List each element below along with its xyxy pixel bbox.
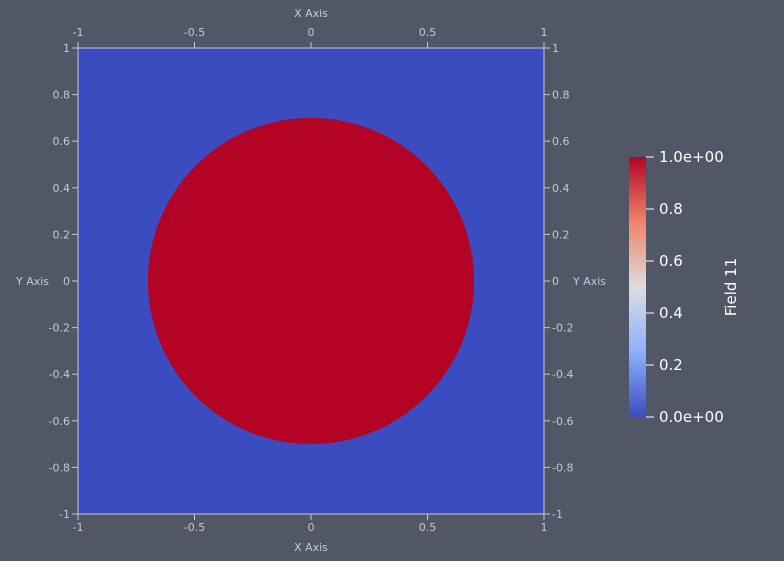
scalar-bar-tick-label: 1.0e+00: [659, 148, 724, 166]
y-tick-label-left: 0.6: [53, 135, 71, 148]
scalar-bar-tick-label: 0.8: [659, 200, 683, 218]
y-tick-label-right: -0.2: [552, 322, 573, 335]
y-tick-label-left: -0.8: [49, 461, 70, 474]
x-axis-title-bottom: X Axis: [294, 541, 328, 554]
x-tick-label-bottom: 0.5: [419, 521, 437, 534]
x-tick-label-top: 0.5: [419, 26, 437, 39]
y-tick-label-left: 0.4: [53, 182, 71, 195]
y-tick-label-left: -1: [59, 508, 70, 521]
y-axis-title-left: Y Axis: [15, 275, 49, 288]
y-tick-label-left: 0: [63, 275, 70, 288]
y-tick-label-left: -0.6: [49, 415, 70, 428]
x-axis-title-top: X Axis: [294, 7, 328, 20]
x-tick-label-bottom: -1: [73, 521, 84, 534]
x-tick-label-top: -1: [73, 26, 84, 39]
x-tick-label-bottom: 1: [541, 521, 548, 534]
y-tick-label-right: -0.6: [552, 415, 573, 428]
y-tick-label-right: 0.4: [552, 182, 570, 195]
x-tick-label-top: 1: [541, 26, 548, 39]
y-tick-label-right: 0.6: [552, 135, 570, 148]
y-tick-label-right: 0: [552, 275, 559, 288]
y-tick-label-right: -0.4: [552, 368, 573, 381]
y-tick-label-right: 1: [552, 42, 559, 55]
y-tick-label-left: 1: [63, 42, 70, 55]
scalar-bar-title: Field 11: [722, 258, 740, 316]
y-tick-label-right: 0.2: [552, 228, 570, 241]
x-tick-label-bottom: 0: [308, 521, 315, 534]
x-tick-label-top: 0: [308, 26, 315, 39]
y-axis-title-right: Y Axis: [572, 275, 606, 288]
cube-axes: X Axis X Axis Y Axis Y Axis -1-1-0.5-0.5…: [15, 7, 606, 554]
scalar-bar-gradient: [629, 157, 646, 417]
y-tick-label-left: 0.8: [53, 89, 71, 102]
y-tick-label-left: -0.4: [49, 368, 70, 381]
field-disk: [147, 117, 475, 445]
x-tick-label-top: -0.5: [184, 26, 205, 39]
y-tick-label-left: 0.2: [53, 228, 71, 241]
scalar-bar-tick-label: 0.4: [659, 304, 683, 322]
x-tick-label-bottom: -0.5: [184, 521, 205, 534]
y-tick-label-right: 0.8: [552, 89, 570, 102]
y-tick-label-left: -0.2: [49, 322, 70, 335]
scalar-bar[interactable]: Field 11 1.0e+00 0.8 0.6 0.4 0.2 0.0e+00: [629, 148, 740, 426]
y-tick-label-right: -0.8: [552, 461, 573, 474]
y-tick-label-right: -1: [552, 508, 563, 521]
scalar-bar-tick-label: 0.6: [659, 252, 683, 270]
scalar-bar-tick-label: 0.2: [659, 356, 683, 374]
scalar-bar-tick-label: 0.0e+00: [659, 408, 724, 426]
